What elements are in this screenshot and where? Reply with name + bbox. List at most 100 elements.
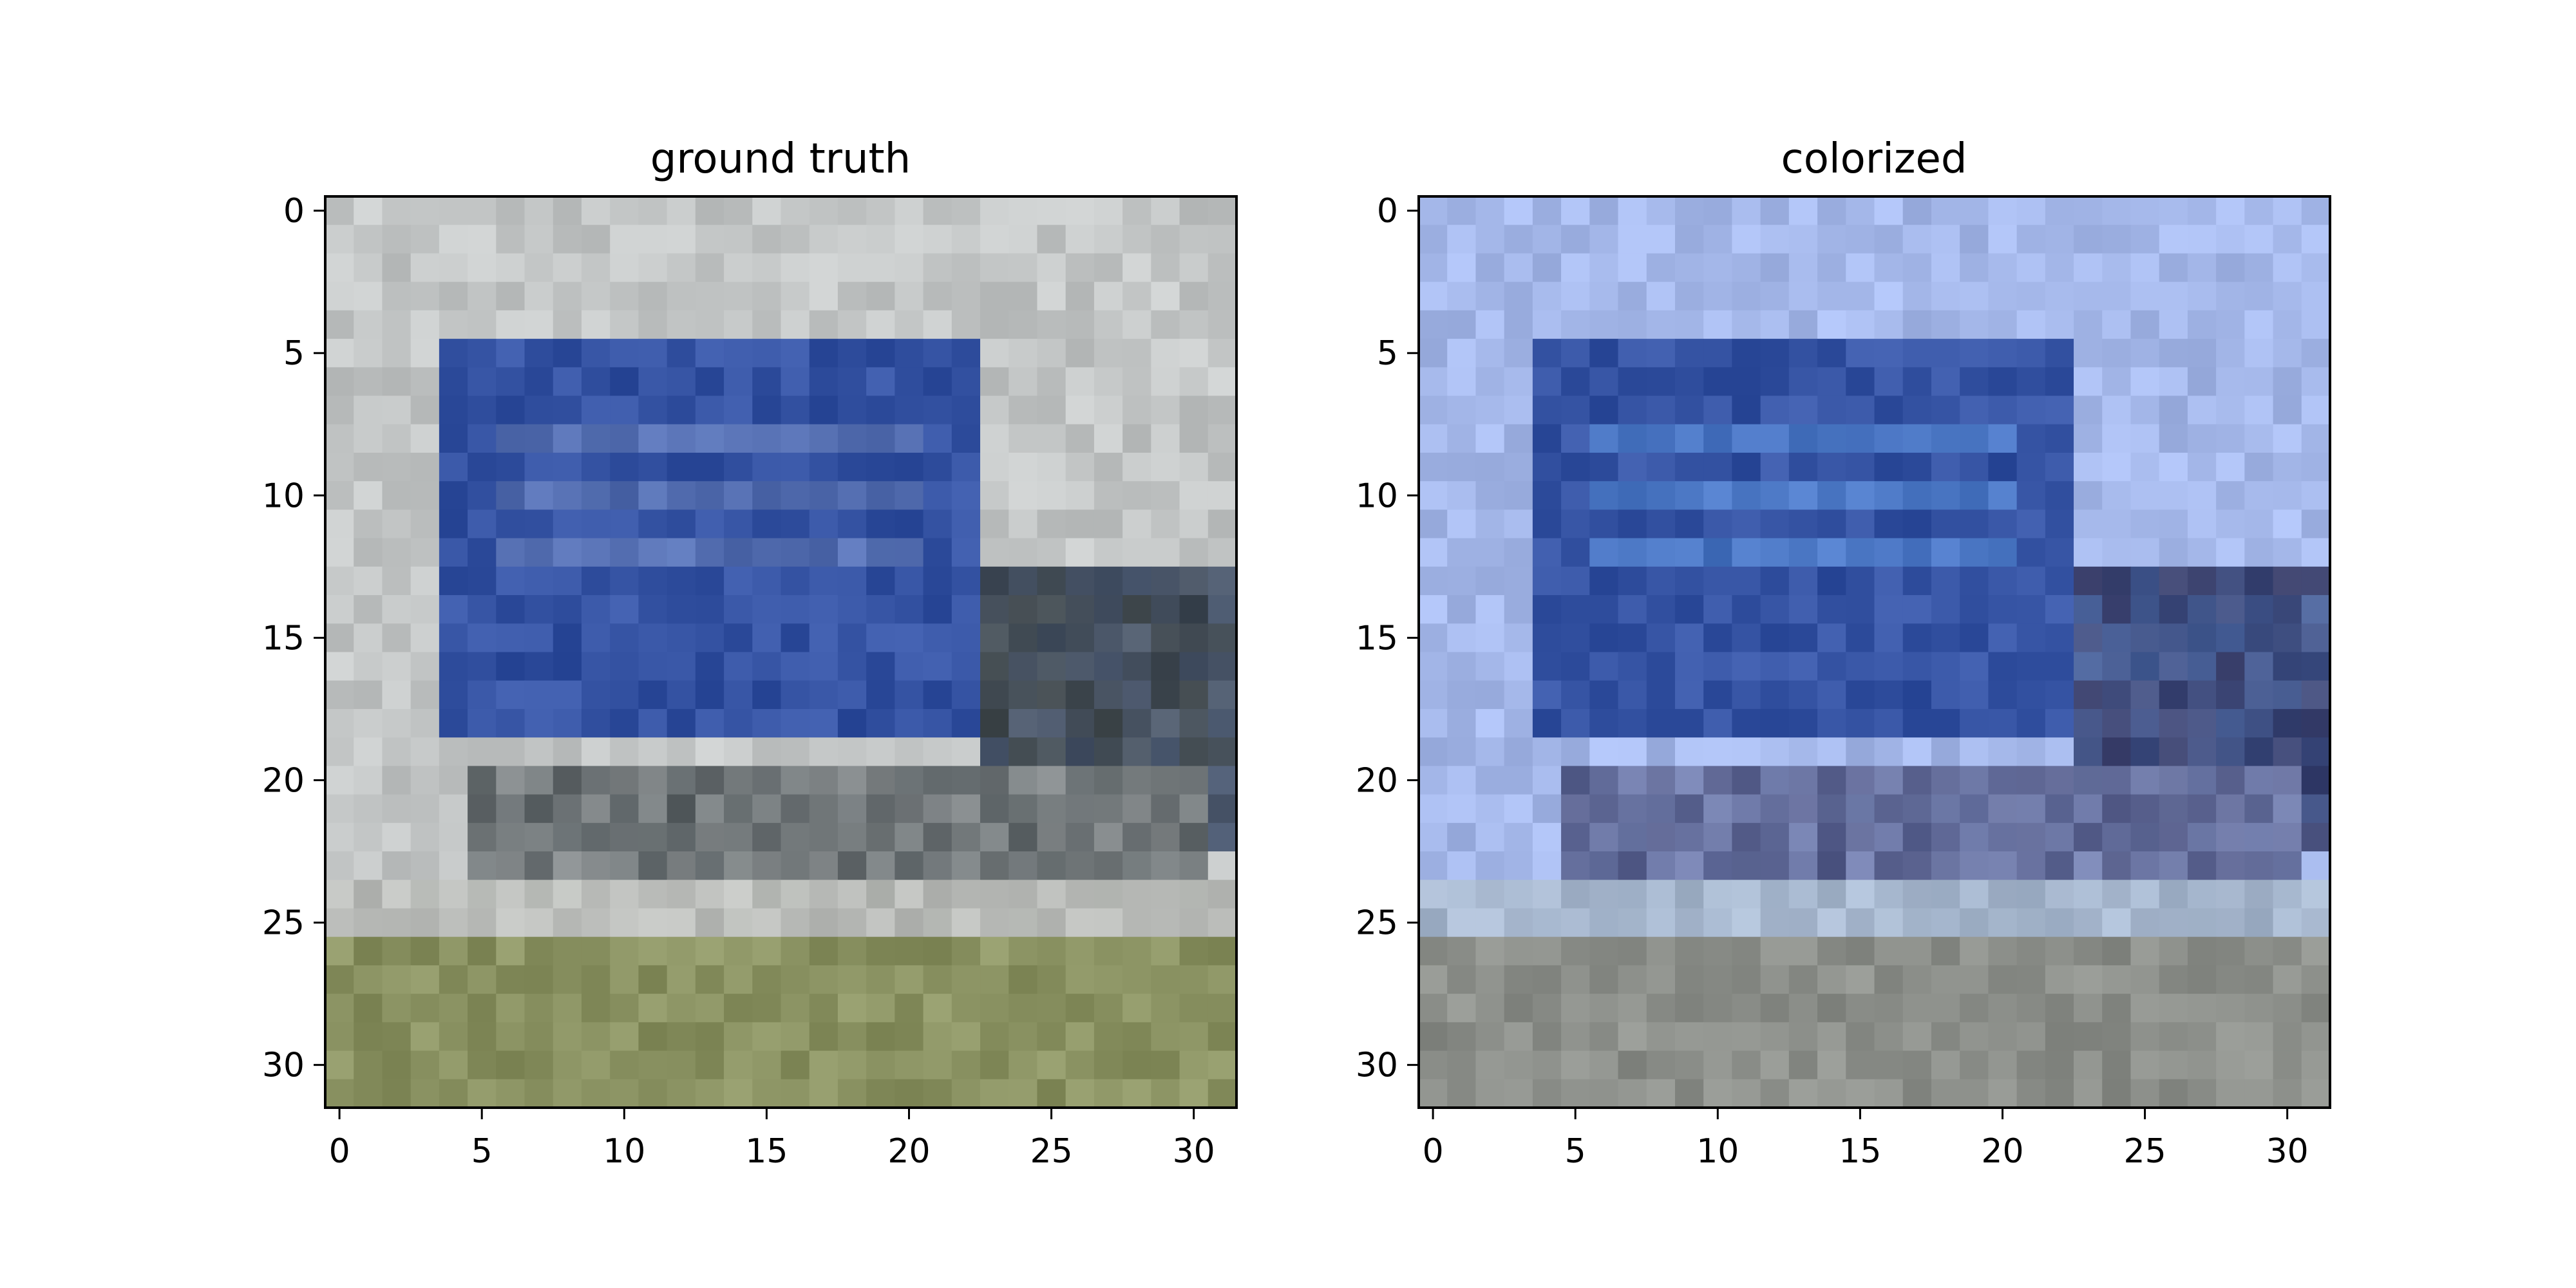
image-pixel (1589, 965, 1619, 994)
image-pixel (524, 822, 554, 852)
image-pixel (2159, 708, 2188, 738)
image-pixel (1618, 196, 1647, 225)
image-pixel (1674, 367, 1704, 397)
image-pixel (1960, 225, 1989, 254)
image-pixel (1703, 509, 1733, 539)
image-pixel (2045, 822, 2074, 852)
image-pixel (581, 880, 611, 909)
image-pixel (325, 225, 354, 254)
image-pixel (1703, 708, 1733, 738)
image-pixel (951, 708, 981, 738)
image-pixel (553, 424, 582, 453)
image-pixel (2244, 965, 2274, 994)
image-pixel (1960, 481, 1989, 511)
image-pixel (2016, 936, 2046, 966)
image-pixel (923, 538, 952, 567)
image-pixel (2045, 936, 2074, 966)
image-pixel (1902, 452, 1932, 482)
image-pixel (2159, 623, 2188, 653)
image-pixel (724, 680, 753, 710)
image-pixel (980, 538, 1009, 567)
image-pixel (1475, 994, 1505, 1023)
image-pixel (524, 424, 554, 453)
image-pixel (1037, 566, 1066, 596)
image-pixel (439, 538, 468, 567)
image-pixel (1674, 936, 1704, 966)
image-pixel (1065, 936, 1095, 966)
image-pixel (1561, 822, 1590, 852)
image-pixel (781, 196, 810, 225)
image-pixel (1208, 424, 1237, 453)
image-pixel (553, 253, 582, 283)
image-pixel (695, 1050, 724, 1080)
image-pixel (610, 1022, 639, 1052)
image-pixel (1122, 851, 1151, 880)
image-pixel (837, 623, 867, 653)
image-pixel (1037, 452, 1066, 482)
image-pixel (1179, 880, 1209, 909)
x-tick-label: 5 (1565, 1132, 1586, 1171)
image-pixel (1618, 424, 1647, 453)
image-pixel (2074, 880, 2103, 909)
image-pixel (724, 1022, 753, 1052)
image-pixel (524, 794, 554, 824)
image-pixel (866, 994, 895, 1023)
image-pixel (610, 1050, 639, 1080)
image-pixel (2187, 1079, 2217, 1108)
image-pixel (1094, 566, 1123, 596)
image-pixel (2159, 196, 2188, 225)
image-pixel (1960, 794, 1989, 824)
image-pixel (2045, 708, 2074, 738)
image-pixel (1732, 965, 1761, 994)
image-pixel (2016, 822, 2046, 852)
image-pixel (2273, 880, 2302, 909)
image-pixel (695, 652, 724, 681)
image-pixel (724, 538, 753, 567)
image-pixel (837, 339, 867, 368)
image-pixel (1065, 452, 1095, 482)
image-pixel (1674, 766, 1704, 795)
image-pixel (1504, 509, 1533, 539)
image-pixel (2187, 936, 2217, 966)
image-pixel (2244, 794, 2274, 824)
image-pixel (667, 794, 696, 824)
image-pixel (2244, 452, 2274, 482)
image-pixel (1504, 538, 1533, 567)
image-pixel (610, 908, 639, 938)
image-pixel (1009, 452, 1038, 482)
image-pixel (1960, 509, 1989, 539)
image-pixel (2159, 737, 2188, 766)
image-pixel (951, 822, 981, 852)
image-pixel (2187, 708, 2217, 738)
image-pixel (781, 623, 810, 653)
image-pixel (1674, 595, 1704, 624)
image-pixel (1902, 766, 1932, 795)
image-pixel (1988, 794, 2018, 824)
image-pixel (1094, 994, 1123, 1023)
image-pixel (2074, 538, 2103, 567)
image-pixel (1902, 965, 1932, 994)
image-pixel (724, 481, 753, 511)
image-pixel (468, 623, 497, 653)
image-pixel (1037, 994, 1066, 1023)
image-pixel (837, 566, 867, 596)
image-pixel (1703, 1022, 1733, 1052)
image-pixel (980, 880, 1009, 909)
image-pixel (1618, 965, 1647, 994)
image-pixel (951, 1022, 981, 1052)
image-pixel (781, 424, 810, 453)
image-pixel (1589, 652, 1619, 681)
image-pixel (2159, 965, 2188, 994)
image-pixel (1760, 481, 1790, 511)
image-pixel (923, 481, 952, 511)
image-pixel (2244, 395, 2274, 425)
image-pixel (1817, 310, 1846, 339)
image-pixel (1618, 908, 1647, 938)
image-pixel (1037, 908, 1066, 938)
image-pixel (2159, 225, 2188, 254)
image-pixel (866, 395, 895, 425)
image-pixel (638, 652, 668, 681)
image-pixel (1732, 509, 1761, 539)
image-pixel (1065, 367, 1095, 397)
